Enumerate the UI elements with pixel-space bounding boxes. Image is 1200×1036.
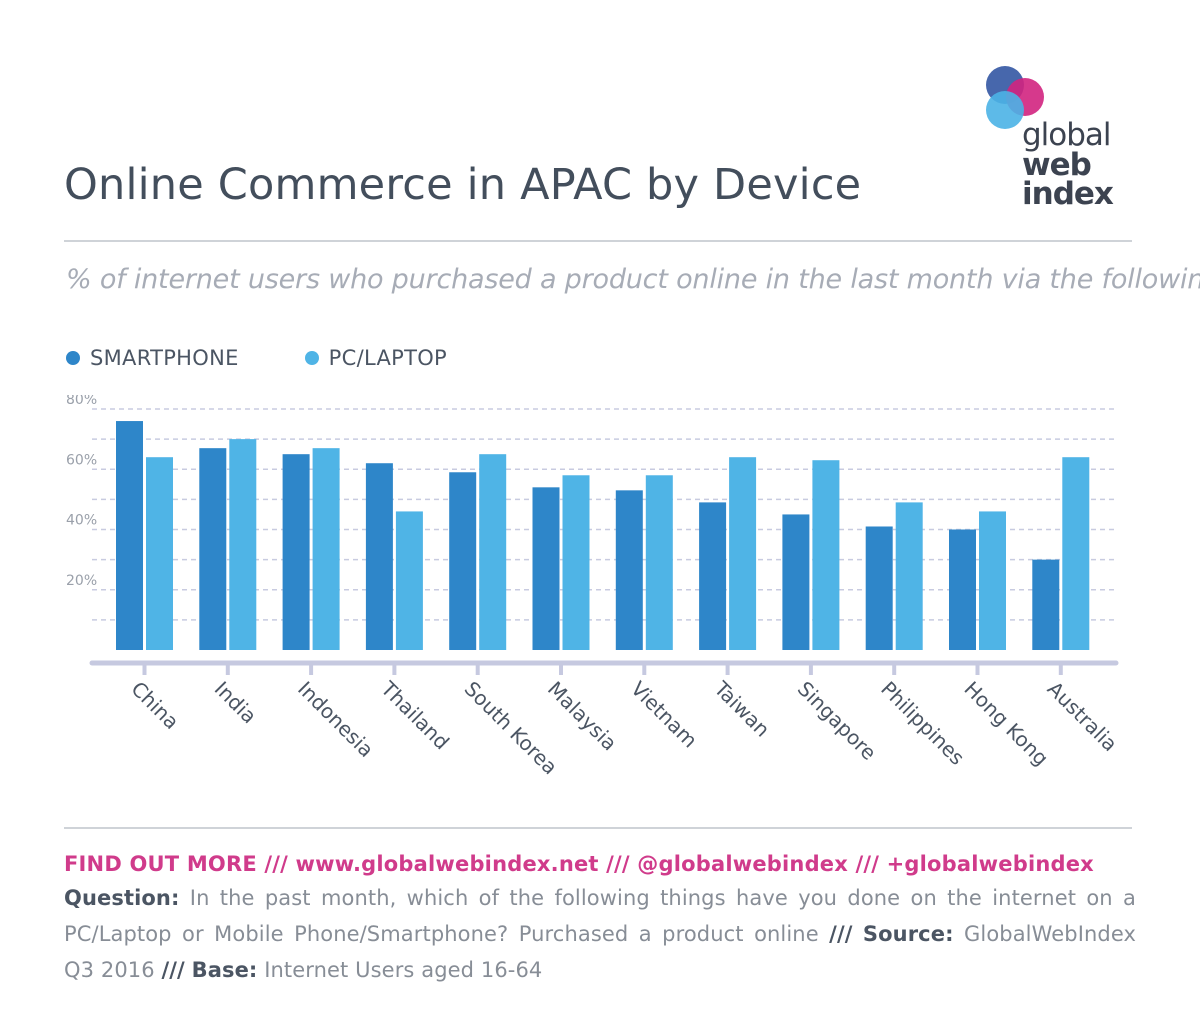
x-tick-label: China — [126, 677, 183, 734]
legend-item-pc-laptop: PC/LAPTOP — [304, 346, 448, 370]
logo-word-index: index — [1022, 176, 1114, 212]
bar-pc-laptop — [812, 460, 840, 650]
legend-dot-smartphone — [66, 351, 80, 365]
divider-top — [64, 240, 1132, 242]
source-text: GlobalWebIndex Q3 2016 — [64, 922, 1136, 982]
bar-pc-laptop — [479, 454, 507, 650]
x-tick-label: Taiwan — [709, 676, 775, 742]
chart-title: Online Commerce in APAC by Device — [64, 160, 862, 210]
x-tick-label: Singapore — [793, 677, 881, 765]
bar-smartphone — [865, 526, 893, 650]
question-label: Question: — [64, 886, 180, 910]
separator: /// — [161, 958, 185, 982]
bars — [116, 421, 1090, 650]
bar-pc-laptop — [645, 475, 673, 650]
bar-smartphone — [116, 421, 143, 650]
y-tick-label: 80% — [66, 395, 97, 408]
y-tick-label: 40% — [66, 513, 97, 529]
x-tick-label: Vietnam — [626, 677, 702, 753]
x-tick-label: Hong Kong — [959, 677, 1053, 771]
y-tick-label: 20% — [66, 573, 97, 589]
question-text: In the past month, which of the followin… — [64, 886, 1136, 946]
base-text: Internet Users aged 16-64 — [264, 958, 543, 982]
footer-links[interactable]: FIND OUT MORE /// www.globalwebindex.net… — [64, 852, 1094, 876]
bar-pc-laptop — [895, 502, 923, 650]
legend-label-pc-laptop: PC/LAPTOP — [328, 346, 448, 370]
x-tick-label: Australia — [1043, 677, 1123, 757]
bar-pc-laptop — [229, 439, 257, 650]
logo-circles-icon — [986, 66, 1044, 129]
bar-smartphone — [1032, 559, 1060, 650]
x-tick-label: Malaysia — [543, 677, 622, 756]
logo-word-global: global — [1022, 117, 1112, 153]
bar-pc-laptop — [729, 457, 757, 650]
x-axis — [89, 660, 1119, 675]
x-tick-label: Thailand — [376, 676, 454, 754]
logo-word-web: web — [1022, 147, 1092, 183]
legend-item-smartphone: SMARTPHONE — [66, 346, 239, 370]
bar-smartphone — [282, 454, 310, 650]
y-tick-labels: 80% 60% 40% 20% — [66, 395, 97, 589]
bar-smartphone — [199, 448, 227, 650]
chart-subtitle: % of internet users who purchased a prod… — [66, 264, 1200, 295]
x-tick-label: Indonesia — [293, 677, 378, 762]
footer: FIND OUT MORE /// www.globalwebindex.net… — [64, 852, 1136, 988]
bar-pc-laptop — [1062, 457, 1090, 650]
bar-smartphone — [782, 514, 810, 650]
footer-note: Question: In the past month, which of th… — [64, 880, 1136, 988]
bar-smartphone — [615, 490, 643, 650]
x-tick-label: India — [210, 677, 262, 729]
bar-pc-laptop — [312, 448, 340, 650]
y-tick-label: 60% — [66, 452, 97, 468]
divider-bottom — [64, 827, 1132, 829]
bar-pc-laptop — [562, 475, 590, 650]
bar-pc-laptop — [395, 511, 423, 650]
base-label: Base: — [191, 958, 258, 982]
bar-smartphone — [949, 529, 976, 650]
legend: SMARTPHONE PC/LAPTOP — [66, 346, 513, 370]
bar-chart: 80% 60% 40% 20% China India IndonesiaThailand… — [66, 395, 1122, 779]
legend-label-smartphone: SMARTPHONE — [90, 346, 239, 370]
legend-dot-pc-laptop — [304, 351, 319, 365]
bar-smartphone — [449, 472, 477, 650]
bar-pc-laptop — [979, 511, 1006, 650]
x-tick-label: Philippines — [876, 677, 969, 770]
bar-smartphone — [532, 487, 560, 650]
bar-pc-laptop — [146, 457, 173, 650]
globalwebindex-logo: global web index — [980, 60, 1140, 210]
source-label: Source: — [862, 922, 954, 946]
separator: /// — [829, 922, 853, 946]
bar-smartphone — [365, 463, 393, 650]
bar-smartphone — [699, 502, 727, 650]
